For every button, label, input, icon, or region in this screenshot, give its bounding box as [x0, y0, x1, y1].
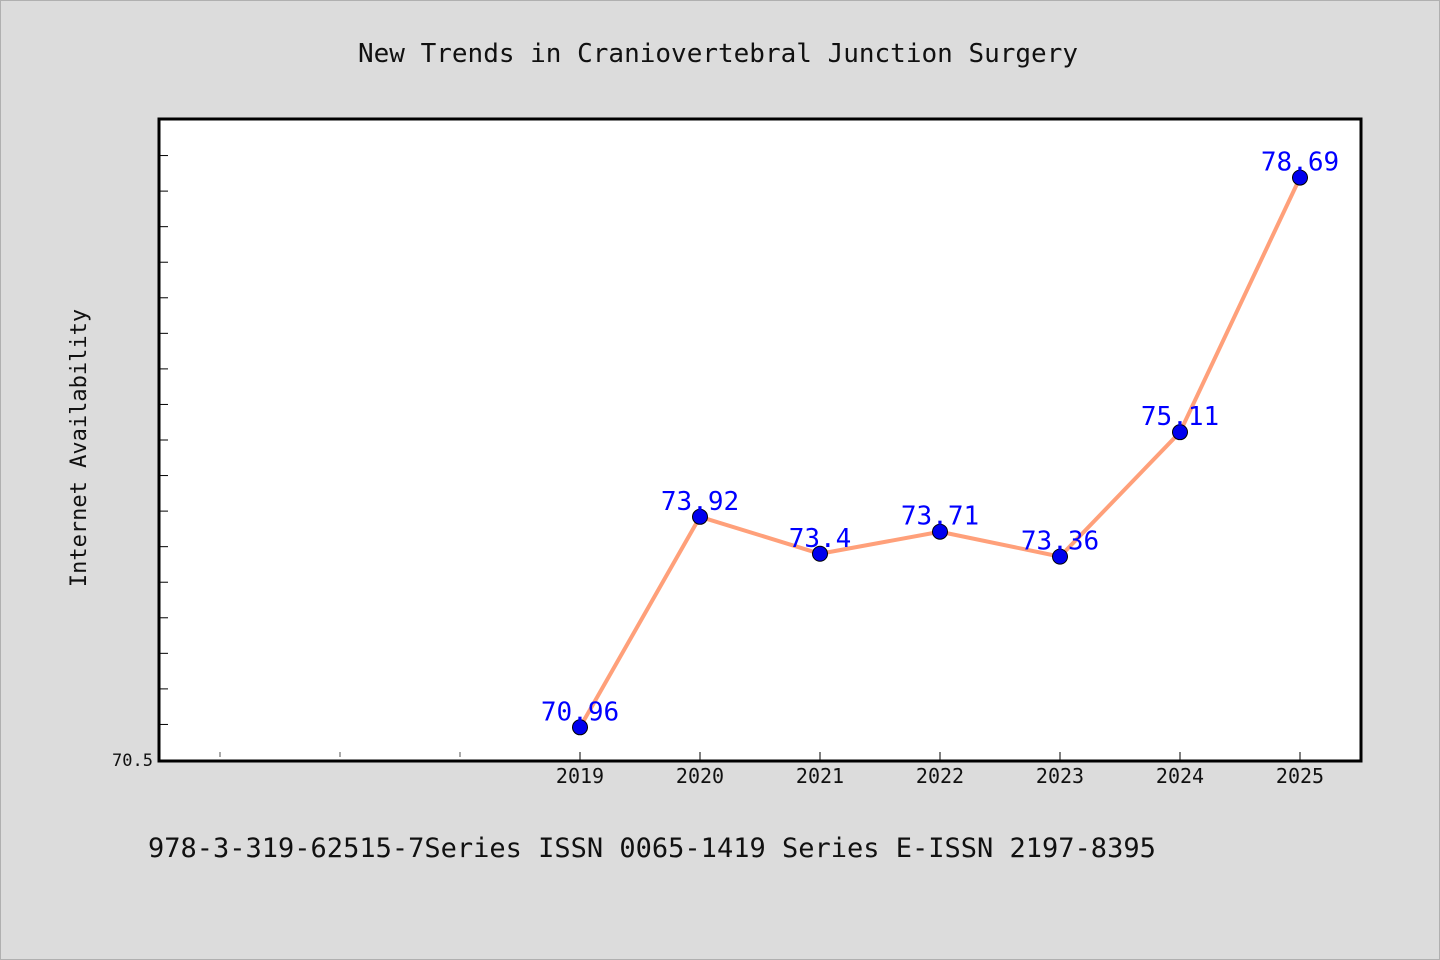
data-label: 73.92 [661, 487, 739, 517]
x-tick-label: 2023 [1036, 764, 1084, 788]
plot-area [157, 117, 1363, 763]
data-point [572, 719, 588, 736]
data-point [1292, 169, 1308, 186]
footer-isbn-text: 978-3-319-62515-7Series ISSN 0065-1419 S… [148, 833, 1156, 864]
x-tick-label: 2025 [1276, 764, 1324, 788]
data-point [812, 545, 828, 562]
y-axis-label: Internet Availability [67, 309, 92, 587]
y-tick-label: 70.5 [112, 751, 153, 771]
x-axis-minor-ticks [219, 752, 461, 757]
data-point [1172, 424, 1188, 441]
data-label: 73.71 [901, 502, 979, 532]
data-point [932, 523, 948, 540]
x-tick-label: 2021 [796, 764, 844, 788]
x-tick-label: 2022 [916, 764, 964, 788]
series-layer: 70.96 73.92 73.4 73.71 73.36 75.11 78.69 [541, 148, 1339, 736]
data-label: 75.11 [1141, 402, 1219, 432]
y-axis-ticks [160, 119, 168, 761]
x-tick-label: 2019 [556, 764, 604, 788]
data-label: 73.4 [789, 524, 852, 554]
data-label: 70.96 [541, 697, 619, 727]
data-label: 73.36 [1021, 527, 1099, 557]
x-tick-label: 2020 [676, 764, 724, 788]
data-point [692, 508, 708, 525]
data-label: 78.69 [1261, 148, 1339, 178]
data-point [1052, 548, 1068, 565]
chart-title: New Trends in Craniovertebral Junction S… [358, 39, 1078, 69]
x-axis-ticks: 2019 2020 2021 2022 2023 2024 2025 [556, 752, 1324, 788]
x-tick-label: 2024 [1156, 764, 1204, 788]
